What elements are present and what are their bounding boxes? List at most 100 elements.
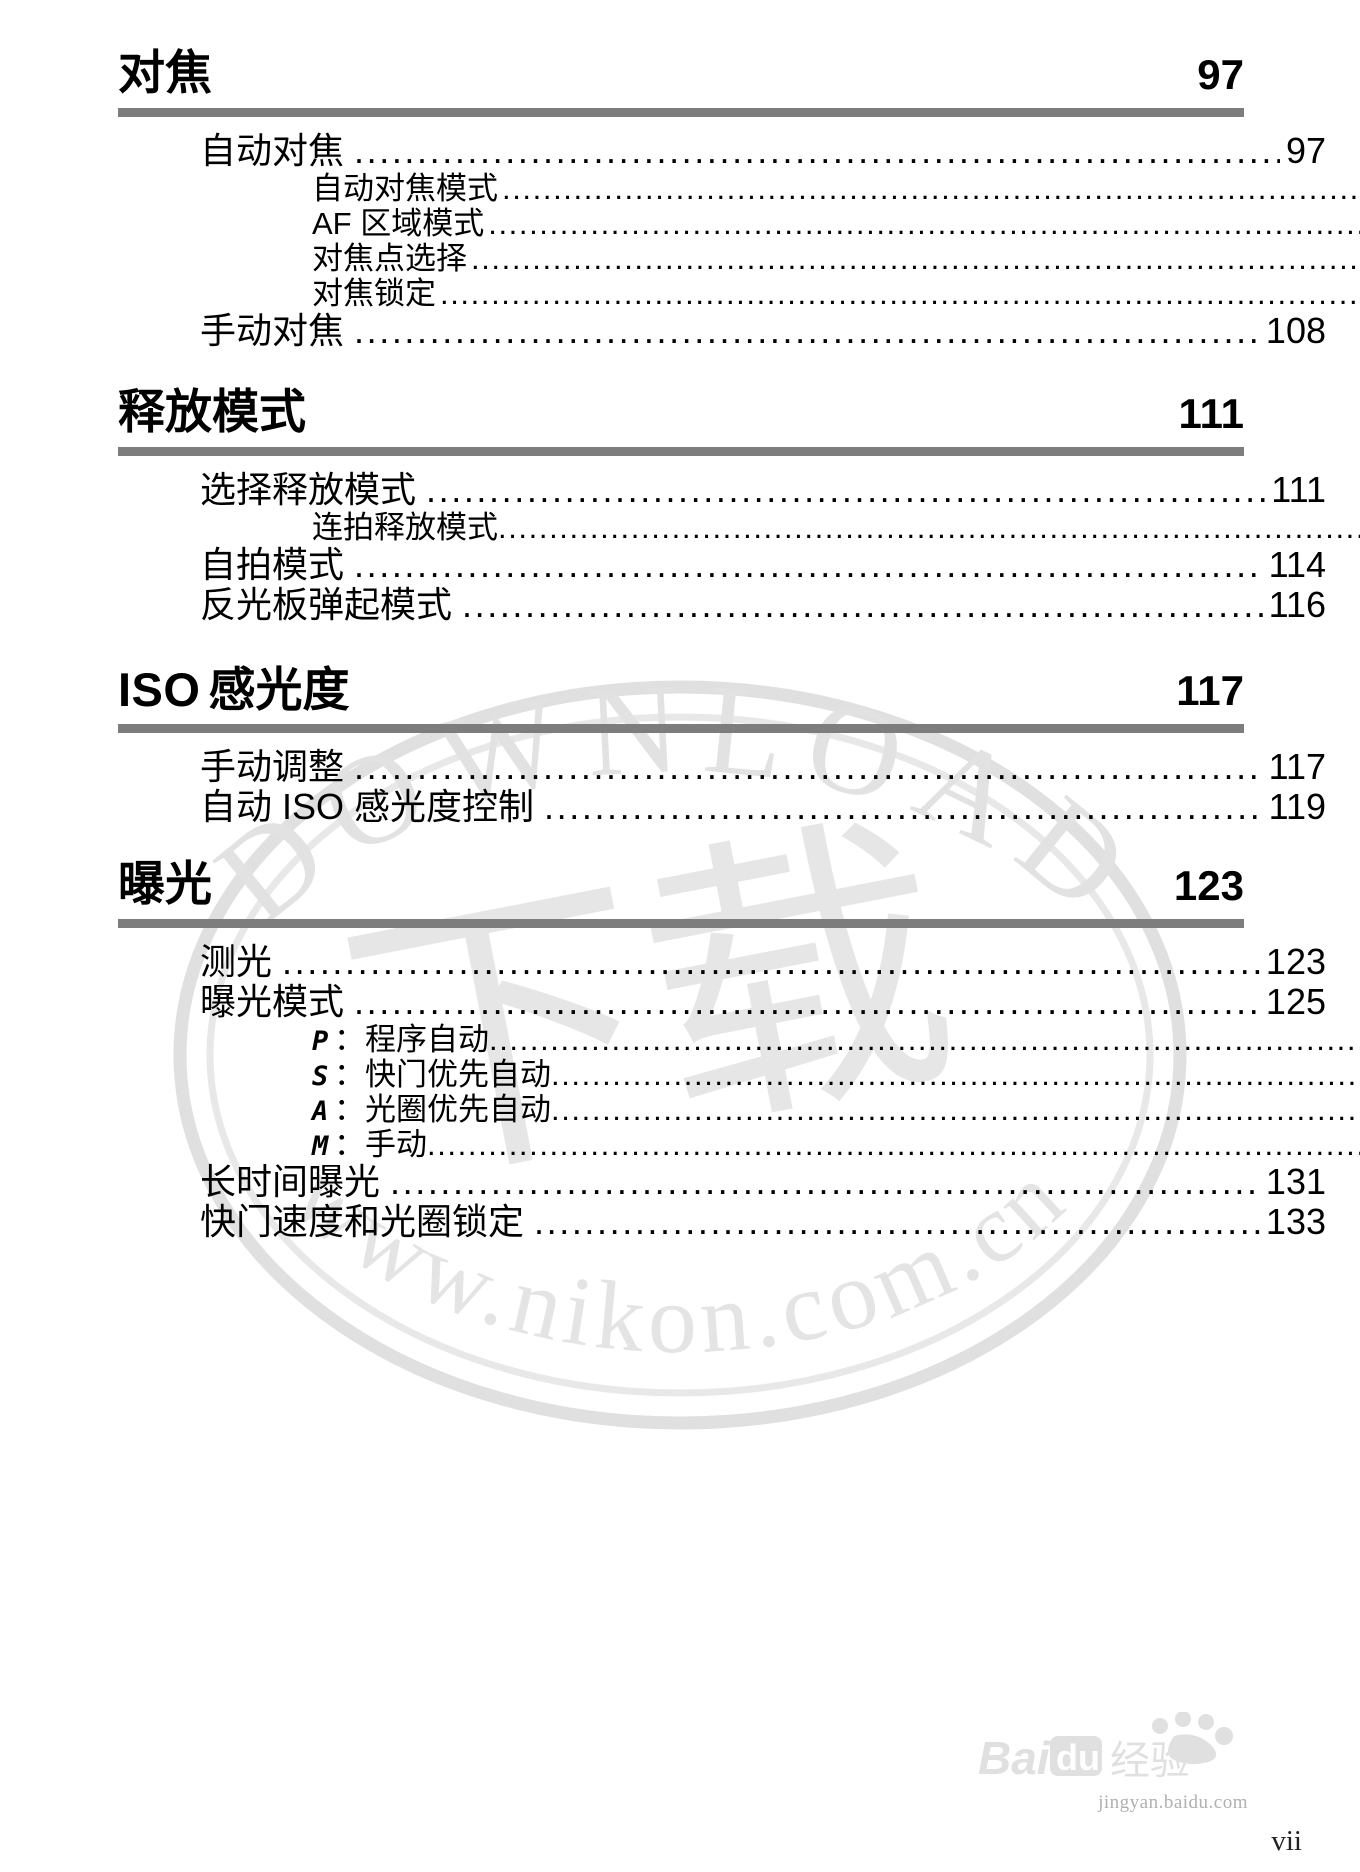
toc-entry[interactable]: 连拍释放模式 .................................…: [118, 512, 1360, 543]
chapter-header: 曝光 123: [118, 859, 1244, 911]
toc-entry[interactable]: 自拍模式 ...................................…: [118, 543, 1326, 585]
leader-dots: ........................................…: [390, 1164, 1260, 1201]
toc-entry[interactable]: 自动对焦 ...................................…: [118, 129, 1326, 171]
chapter-rule: [118, 107, 1244, 117]
toc-entry-page: 108: [1265, 309, 1326, 351]
toc-entry-label: 自动 ISO 感光度控制: [200, 786, 535, 828]
chapter-entries: 测光 .....................................…: [118, 928, 1360, 1240]
toc-entry-label: AF 区域模式: [312, 205, 485, 241]
chapter-header: ISO 感光度 117: [118, 662, 1244, 717]
toc-entry[interactable]: 自动 ISO 感光度控制 ...........................…: [118, 789, 1326, 825]
toc-entry-page: 97: [1285, 129, 1326, 171]
toc-entry-label: 自动对焦模式: [312, 170, 498, 206]
toc-entry[interactable]: 反光板弹起模式 ................................…: [118, 583, 1326, 625]
leader-dots: ........................................…: [534, 1204, 1260, 1241]
toc-entry[interactable]: 长时间曝光 ..................................…: [118, 1164, 1326, 1200]
chapter-block: 对焦 97 自动对焦 .............................…: [0, 48, 1360, 349]
toc-entry-exposure-mode[interactable]: S ：快门优先自动 ...............................…: [118, 1059, 1360, 1090]
toc-entry-label: S ：快门优先自动: [312, 1059, 551, 1090]
chapter-rule: [118, 446, 1244, 456]
page-footer: Bai du 经验 jingyan.baidu.com vii: [0, 1612, 1360, 1872]
toc-entry-label: 长时间曝光: [200, 1161, 381, 1203]
toc-entry-exposure-mode[interactable]: A ：光圈优先自动 ...............................…: [118, 1094, 1360, 1125]
toc-entry-page: 119: [1268, 786, 1326, 828]
toc-entry-page: 131: [1265, 1161, 1326, 1203]
toc-entry-label: 对焦点选择: [312, 240, 467, 276]
svg-text:经验: 经验: [1110, 1739, 1190, 1783]
chapter-title: 曝光: [118, 857, 212, 911]
toc-entry[interactable]: 曝光模式 ...................................…: [118, 984, 1326, 1020]
toc-entry-page: 116: [1268, 583, 1326, 625]
toc-entry-label-text: ：快门优先自动: [334, 1057, 551, 1093]
leader-dots: ........................................…: [354, 749, 1263, 786]
toc-entry[interactable]: 测光 .....................................…: [118, 944, 1326, 980]
chapter-title: 释放模式: [118, 384, 306, 438]
leader-dots: ........................................…: [354, 312, 1260, 349]
chapter-rule: [118, 724, 1244, 734]
chapter-block: 曝光 123 测光 ..............................…: [0, 859, 1360, 1240]
mode-glyph-m: M: [312, 1131, 329, 1163]
toc-entry-label: M ：手动: [312, 1129, 427, 1160]
toc-entry-page: 117: [1268, 746, 1326, 788]
mode-glyph-s: S: [312, 1061, 329, 1093]
toc-entry-label: P ：程序自动: [312, 1024, 489, 1055]
leader-dots: ........................................…: [354, 132, 1280, 169]
leader-dots: ........................................…: [462, 586, 1263, 623]
leader-dots: ........................................…: [354, 546, 1263, 583]
chapter-entries: 选择释放模式 .................................…: [118, 456, 1360, 623]
chapter-header: 释放模式 111: [118, 384, 1244, 439]
leader-dots: ........................................…: [427, 1129, 1360, 1161]
toc-entry-label: 对焦锁定: [312, 275, 436, 311]
toc-entry[interactable]: 对焦锁定 ...................................…: [118, 278, 1360, 309]
toc-entry-label: 手动调整: [200, 746, 345, 788]
chapter-title-cjk: 感光度: [208, 662, 350, 716]
chapter-header: 对焦 97: [118, 48, 1244, 100]
baidu-jingyan-logo: Bai du 经验: [978, 1711, 1248, 1786]
leader-dots: ........................................…: [426, 471, 1265, 508]
toc-entry-label: 快门速度和光圈锁定: [200, 1201, 525, 1243]
chapter-entries: 手动调整 ...................................…: [118, 733, 1326, 825]
toc-entry[interactable]: 手动调整 ...................................…: [118, 749, 1326, 785]
toc-entry-label: 测光: [200, 941, 273, 983]
toc-entry-label: 手动对焦: [200, 309, 345, 351]
leader-dots: ........................................…: [498, 511, 1360, 543]
chapter-page-number: 111: [1178, 389, 1244, 437]
toc-entry-label: A ：光圈优先自动: [312, 1094, 551, 1125]
toc-entry-label: 自动对焦: [200, 129, 345, 171]
toc-entry[interactable]: 快门速度和光圈锁定 ..............................…: [118, 1204, 1326, 1240]
chapter-rule: [118, 919, 1244, 929]
toc-entry[interactable]: 手动对焦 ...................................…: [118, 309, 1326, 351]
chapter-entries: 自动对焦 ...................................…: [118, 117, 1360, 349]
toc-entry-page: 114: [1268, 543, 1326, 585]
leader-dots: ........................................…: [282, 944, 1260, 981]
leader-dots: ........................................…: [551, 1094, 1360, 1126]
mode-glyph-a: A: [312, 1096, 329, 1128]
leader-dots: ........................................…: [440, 277, 1360, 309]
chapter-title: 对焦: [118, 46, 212, 99]
chapter-block: 释放模式 111 选择释放模式 ........................…: [0, 384, 1360, 623]
baidu-url-text: jingyan.baidu.com: [1098, 1792, 1248, 1813]
leader-dots: ........................................…: [354, 984, 1260, 1021]
toc-entry-page: 123: [1265, 941, 1326, 983]
svg-text:Bai: Bai: [978, 1732, 1051, 1784]
leader-dots: ........................................…: [502, 172, 1360, 204]
leader-dots: ........................................…: [551, 1059, 1360, 1091]
chapter-page-number: 123: [1173, 862, 1244, 910]
toc-entry-label: 曝光模式: [200, 981, 345, 1023]
toc-entry[interactable]: 自动对焦模式 .................................…: [118, 173, 1360, 204]
toc-entry[interactable]: 对焦点选择 ..................................…: [118, 243, 1360, 274]
toc-entry-label: 自拍模式: [200, 543, 345, 585]
chapter-page-number: 97: [1197, 50, 1244, 98]
mode-glyph-p: P: [312, 1026, 329, 1058]
toc-entry-label-text: ：光圈优先自动: [334, 1092, 551, 1128]
toc-entry-page: 111: [1271, 468, 1326, 510]
leader-dots: ........................................…: [488, 207, 1360, 239]
toc-entry[interactable]: AF 区域模式 ................................…: [118, 208, 1360, 239]
toc-entry-exposure-mode[interactable]: P ：程序自动 .................................…: [118, 1024, 1360, 1055]
toc-entry-exposure-mode[interactable]: M ：手动 ...................................…: [118, 1129, 1360, 1160]
toc-entry-label: 反光板弹起模式: [200, 583, 453, 625]
svg-text:du: du: [1056, 1737, 1100, 1778]
toc-entry[interactable]: 选择释放模式 .................................…: [118, 468, 1326, 510]
chapter-page-number: 117: [1176, 667, 1244, 715]
